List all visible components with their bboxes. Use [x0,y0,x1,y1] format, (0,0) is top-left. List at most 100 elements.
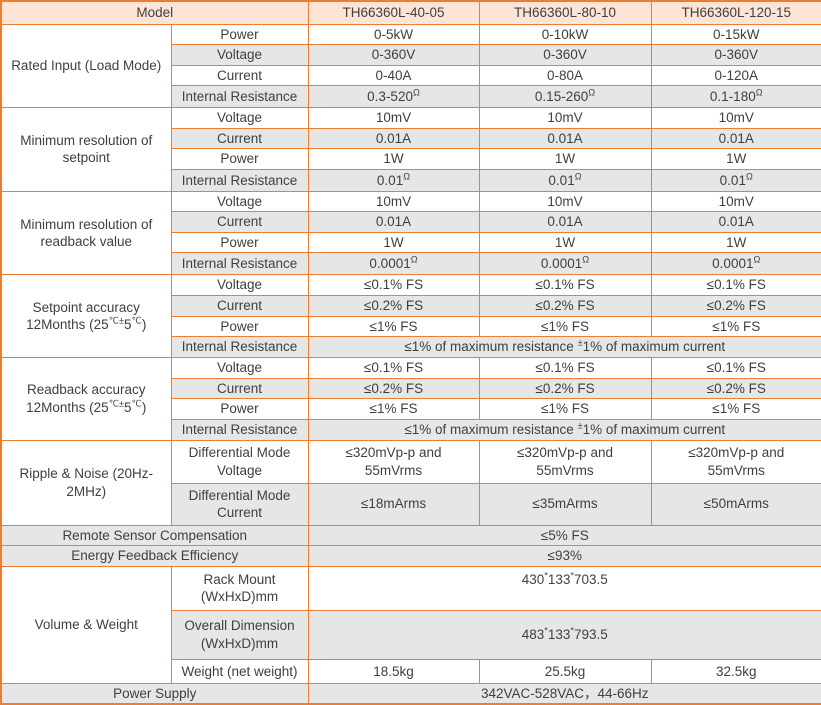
span-value-cell: 483*133*793.5 [307,609,821,660]
row-label-power-supply: Power Supply [0,682,309,705]
value-cell: 0.01A [478,211,652,233]
section-label-setpoint-resolution: Minimum resolution of setpoint [0,107,172,192]
value-cell: 10mV [650,107,821,129]
value-cell: ≤0.1% FS [307,274,480,296]
value-cell: 0.0001Ω [478,252,652,276]
value-cell: 0-15kW [650,23,821,46]
value-cell: ≤0.2% FS [307,294,480,317]
value-cell: 1W [650,148,821,170]
param-label: Current [170,127,309,150]
param-label: Voltage [170,107,309,129]
param-label: Weight (net weight) [170,658,309,684]
value-cell: 0-10kW [478,23,652,46]
value-cell: ≤0.2% FS [478,294,652,317]
param-label: Voltage [170,44,309,66]
value-cell: ≤1% FS [650,398,821,420]
value-cell: 1W [307,148,480,170]
model-header-cell: TH66360L-120-15 [650,0,821,25]
value-cell: ≤320mVp-p and 55mVrms [478,439,652,484]
value-cell: 10mV [650,190,821,213]
row-label-remote-sensor: Remote Sensor Compensation [0,524,309,547]
value-cell: 0.01Ω [307,168,480,192]
param-label: Voltage [170,190,309,213]
value-cell: 0.01A [307,211,480,233]
value-cell: 10mV [307,190,480,213]
value-cell: ≤0.1% FS [478,357,652,379]
param-label: Power [170,23,309,46]
value-cell: ≤0.2% FS [650,377,821,400]
value-cell: ≤320mVp-p and 55mVrms [650,439,821,484]
span-value-cell: ≤1% of maximum resistance ±1% of maximum… [307,418,821,441]
row-label-energy-feedback: Energy Feedback Efficiency [0,545,309,567]
value-cell: ≤0.1% FS [478,274,652,296]
model-header-cell: TH66360L-40-05 [307,0,480,25]
value-cell: ≤1% FS [478,398,652,420]
value-cell: ≤0.1% FS [650,274,821,296]
section-label-line1: Setpoint accuracy [32,299,140,315]
param-label: Voltage [170,357,309,379]
param-label: Differential Mode Current [170,482,309,526]
value-cell: ≤1% FS [650,315,821,338]
value-cell: 0.01A [650,127,821,150]
value-cell: 0-40A [307,64,480,87]
param-label: Current [170,377,309,400]
value-cell: 0.01Ω [478,168,652,192]
value-cell: ≤0.2% FS [307,377,480,400]
value-cell: 1W [478,231,652,254]
span-value-cell: ≤1% of maximum resistance ±1% of maximum… [307,336,821,359]
value-cell: 0.01A [650,211,821,233]
value-cell: 0.01A [478,127,652,150]
value-cell: ≤1% FS [307,315,480,338]
value-cell: ≤35mArms [478,482,652,526]
value-cell: 0.1-180Ω [650,85,821,109]
value-cell: 25.5kg [478,658,652,684]
value-cell: ≤50mArms [650,482,821,526]
value-cell: 0.01Ω [650,168,821,192]
param-label: Internal Resistance [170,252,309,276]
param-label: Differential Mode Voltage [170,439,309,484]
section-label-ripple-noise: Ripple & Noise (20Hz-2MHz) [0,439,172,526]
section-label-volume-weight: Volume & Weight [0,565,172,684]
section-label-setpoint-accuracy: Setpoint accuracy 12Months (25℃±5℃) [0,274,172,359]
value-cell: 18.5kg [307,658,480,684]
param-label: Current [170,294,309,317]
value-cell: 1W [478,148,652,170]
value-cell: 0.0001Ω [650,252,821,276]
value-cell: ≤1% FS [478,315,652,338]
param-label: Internal Resistance [170,85,309,109]
section-label-readback-accuracy: Readback accuracy 12Months (25℃±5℃) [0,357,172,441]
param-label: Internal Resistance [170,168,309,192]
value-cell: 0.01A [307,127,480,150]
value-cell: ≤18mArms [307,482,480,526]
param-label: Current [170,64,309,87]
value-cell: 1W [650,231,821,254]
model-header-label: Model [0,0,309,25]
section-label-line1: Readback accuracy [26,382,146,398]
value-cell: 32.5kg [650,658,821,684]
value-cell: 0.15-260Ω [478,85,652,109]
value-cell: 10mV [478,107,652,129]
model-header-cell: TH66360L-80-10 [478,0,652,25]
value-cell: 0-80A [478,64,652,87]
span-value-cell: 342VAC-528VAC，44-66Hz [307,682,821,705]
param-label: Power [170,231,309,254]
value-cell: ≤0.1% FS [650,357,821,379]
span-value-cell: 430*133*703.5 [307,565,821,611]
section-label-line2: 12Months (25℃±5℃) [26,315,147,333]
value-cell: 0.3-520Ω [307,85,480,109]
value-cell: ≤0.2% FS [478,377,652,400]
param-label: Power [170,398,309,420]
value-cell: 0.0001Ω [307,252,480,276]
param-label: Current [170,211,309,233]
param-label: Internal Resistance [170,336,309,359]
section-label-readback-resolution: Minimum resolution of readback value [0,190,172,276]
value-cell: 0-360V [478,44,652,66]
value-cell: 0-360V [307,44,480,66]
value-cell: ≤1% FS [307,398,480,420]
span-value-cell: ≤93% [307,545,821,567]
value-cell: ≤0.1% FS [307,357,480,379]
value-cell: ≤320mVp-p and 55mVrms [307,439,480,484]
param-label: Power [170,148,309,170]
value-cell: 0-360V [650,44,821,66]
span-value-cell: ≤5% FS [307,524,821,547]
